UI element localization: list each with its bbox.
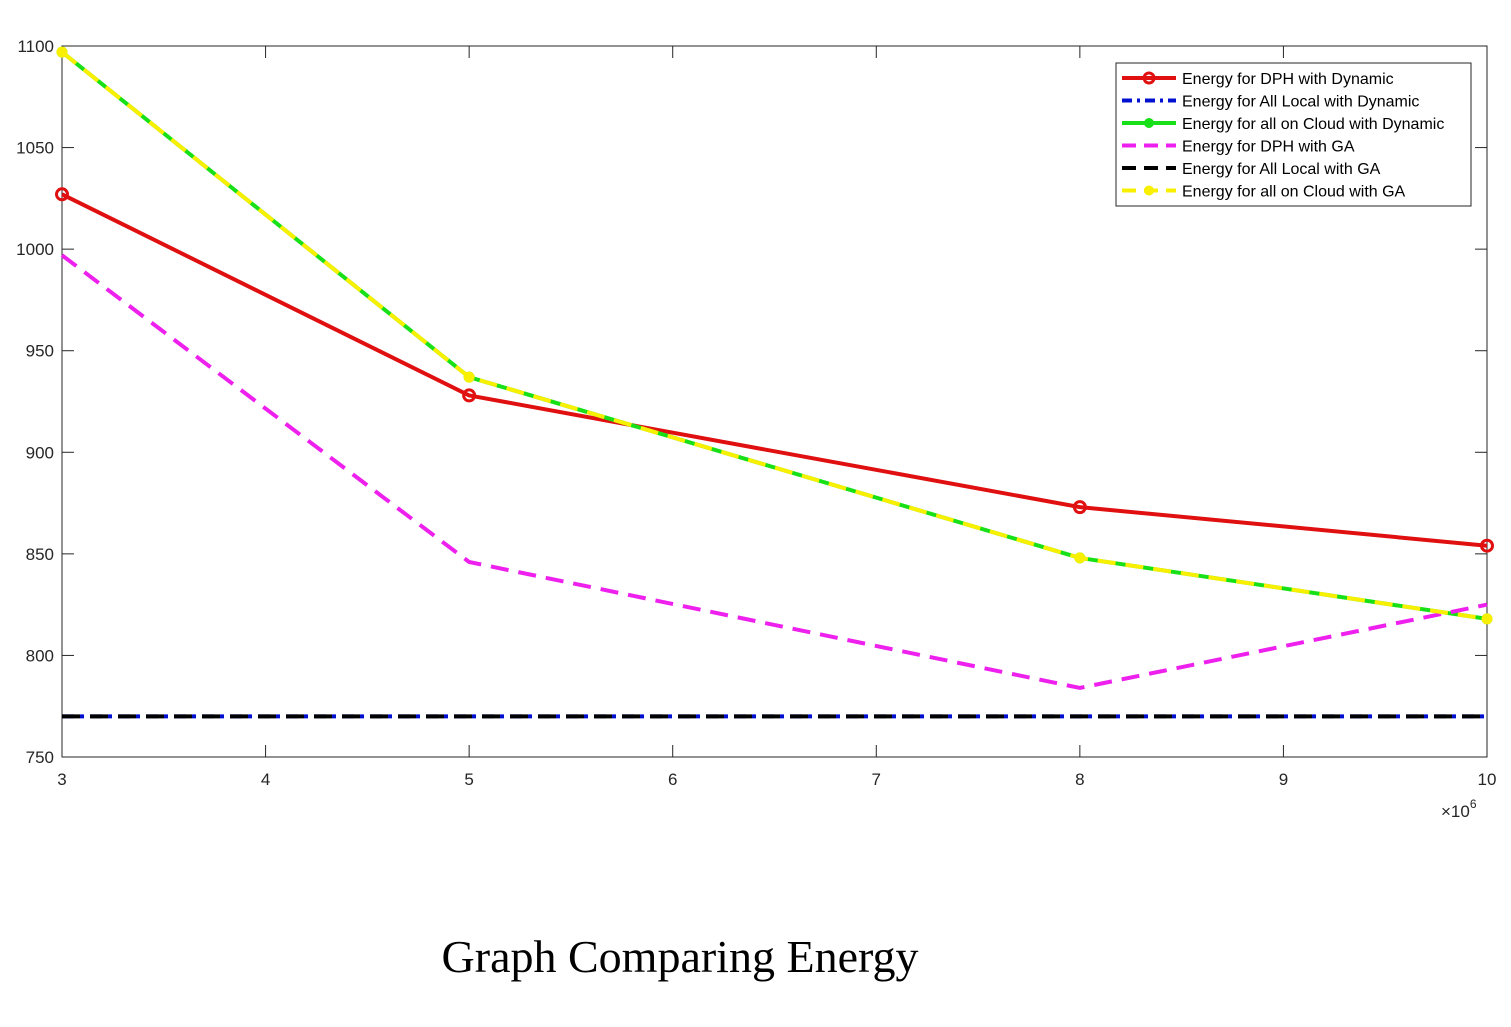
series-point-0	[462, 388, 477, 403]
legend-entry-1: Energy for All Local with Dynamic	[1182, 94, 1419, 111]
x-multiplier-exponent: 6	[1470, 797, 1477, 811]
legend: Energy for DPH with Dynamic Energy for Al…	[1115, 62, 1472, 207]
series-point-0	[55, 187, 69, 202]
legend-marker-2	[1144, 118, 1154, 128]
legend-box	[1115, 62, 1472, 207]
y-tick-label: 850	[26, 545, 54, 564]
series-point-5	[56, 46, 68, 58]
x-multiplier-label: ×106	[1441, 797, 1477, 821]
series-point-5	[463, 371, 475, 383]
y-tick-label: 900	[26, 443, 54, 462]
figure-caption: Graph Comparing Energy	[441, 931, 919, 982]
y-tick-label: 1000	[16, 240, 54, 259]
series-point-5	[1481, 613, 1493, 625]
series-point-5	[1074, 552, 1086, 564]
series-point-0	[1480, 538, 1494, 553]
legend-marker-5	[1144, 185, 1154, 196]
x-tick-label: 5	[464, 770, 473, 789]
legend-entry-4: Energy for All Local with GA	[1182, 161, 1381, 178]
y-tick-label: 750	[26, 748, 54, 767]
y-tick-label: 800	[26, 646, 54, 665]
x-tick-label: 7	[872, 770, 881, 789]
x-tick-label: 6	[668, 770, 677, 789]
series-line-0	[61, 192, 1488, 548]
series-line-5	[60, 50, 1488, 621]
axis-ticks: 3 4 5 6 7 8 9 10 750 800 850 900 950 1000 1050 1100	[16, 37, 1496, 789]
legend-entry-3: Energy for DPH with GA	[1182, 139, 1355, 156]
x-tick-label: 8	[1075, 770, 1084, 789]
x-tick-label: 9	[1279, 770, 1288, 789]
legend-entry-2: Energy for all on Cloud with Dynamic	[1182, 116, 1444, 133]
line-chart: 3 4 5 6 7 8 9 10 750 800 850 900 950 1000 1050 1100 Ene…	[16, 37, 1496, 821]
y-tick-label: 1050	[16, 139, 54, 158]
y-tick-label: 950	[26, 342, 54, 361]
x-tick-label: 4	[261, 770, 270, 789]
legend-entry-0: Energy for DPH with Dynamic	[1182, 71, 1394, 88]
x-tick-label: 3	[57, 770, 66, 789]
legend-marker-0	[1142, 71, 1156, 85]
y-tick-label: 1100	[17, 37, 54, 56]
legend-entry-5: Energy for all on Cloud with GA	[1182, 184, 1406, 201]
series-point-0	[1072, 500, 1087, 515]
series-group	[55, 46, 1494, 719]
x-tick-label: 10	[1478, 770, 1497, 789]
series-line-3	[60, 253, 1488, 690]
